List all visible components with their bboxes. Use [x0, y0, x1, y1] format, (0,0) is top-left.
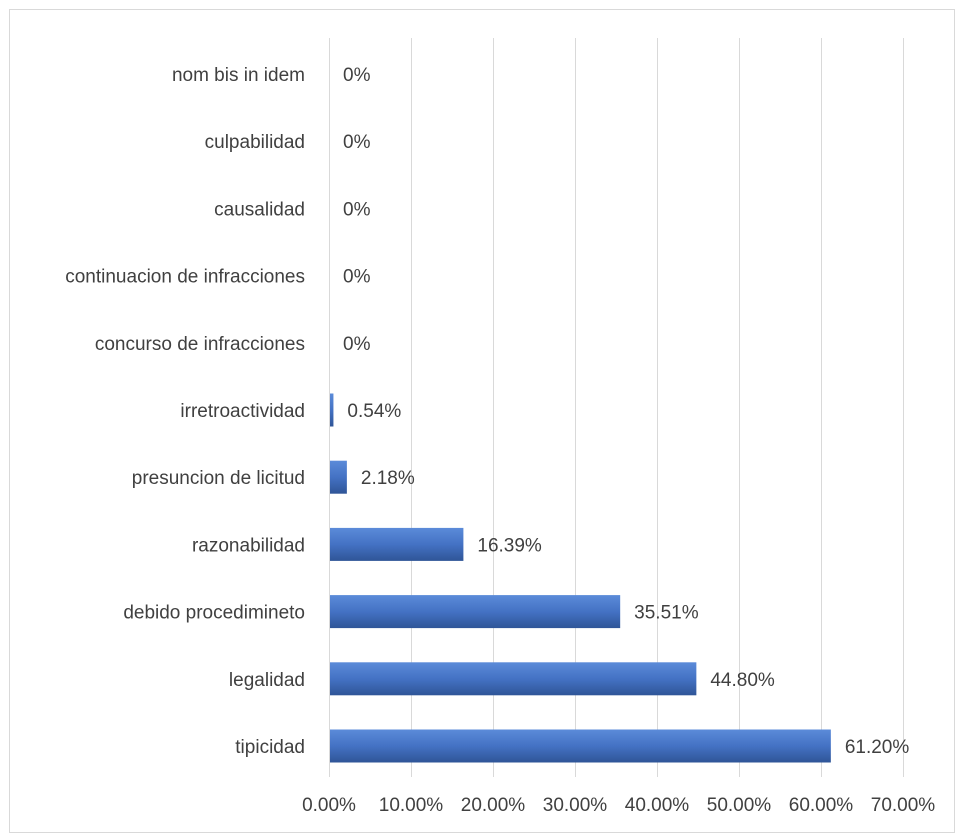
category-label: culpabilidad [205, 132, 305, 153]
data-label: 0% [343, 132, 371, 153]
grid-layer [329, 38, 904, 777]
bar [330, 527, 464, 561]
data-label: 0% [343, 267, 371, 288]
category-label: causalidad [214, 199, 305, 220]
data-label: 35.51% [634, 603, 699, 624]
category-label: continuacion de infracciones [65, 267, 305, 288]
data-label: 61.20% [845, 737, 910, 758]
category-label: nom bis in idem [172, 65, 305, 86]
bar [330, 662, 697, 696]
category-label: concurso de infracciones [95, 334, 305, 355]
data-label: 0% [343, 199, 371, 220]
category-label: razonabilidad [192, 535, 305, 556]
category-label: presuncion de licitud [132, 468, 305, 489]
bar [330, 595, 621, 629]
x-tick-label: 70.00% [871, 795, 936, 816]
data-label: 2.18% [361, 468, 415, 489]
chart-frame [9, 9, 955, 833]
data-label: 0% [343, 334, 371, 355]
label-layer: 0.00% 10.00% 20.00% 30.00% 40.00% 50.00% 60.00… [65, 65, 935, 816]
category-label: irretroactividad [180, 401, 305, 422]
x-tick-label: 60.00% [789, 795, 854, 816]
bar [330, 729, 831, 763]
data-label: 44.80% [710, 670, 775, 691]
x-tick-label: 50.00% [707, 795, 772, 816]
bar [330, 460, 347, 494]
category-label: tipicidad [235, 737, 305, 758]
x-tick-label: 20.00% [461, 795, 526, 816]
data-label: 0.54% [347, 401, 401, 422]
x-tick-label: 40.00% [625, 795, 690, 816]
data-label: 0% [343, 65, 371, 86]
bar [330, 393, 334, 427]
category-label: legalidad [229, 670, 305, 691]
data-label: 16.39% [477, 535, 542, 556]
x-tick-label: 30.00% [543, 795, 608, 816]
bar-layer [330, 393, 831, 763]
category-label: debido procedimineto [123, 603, 305, 624]
x-tick-label: 0.00% [302, 795, 356, 816]
x-tick-label: 10.00% [379, 795, 444, 816]
